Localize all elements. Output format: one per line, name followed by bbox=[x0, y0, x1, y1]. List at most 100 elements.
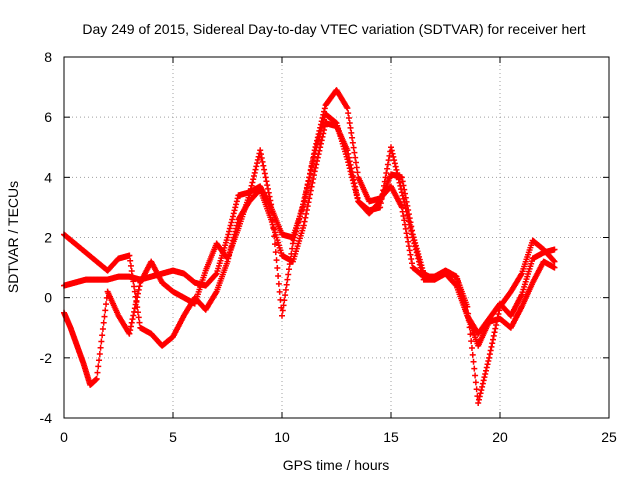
data-point bbox=[351, 183, 358, 190]
data-point bbox=[415, 255, 422, 262]
data-point bbox=[393, 166, 400, 173]
data-point bbox=[302, 191, 309, 198]
x-tick-label: 20 bbox=[492, 429, 508, 445]
data-point bbox=[490, 332, 497, 339]
data-point bbox=[306, 174, 313, 181]
data-point bbox=[317, 130, 324, 137]
data-point bbox=[136, 319, 143, 326]
data-point bbox=[345, 115, 352, 122]
data-point bbox=[250, 176, 257, 183]
data-point bbox=[405, 243, 412, 250]
data-point bbox=[281, 297, 288, 304]
y-tick-label: 8 bbox=[44, 49, 52, 65]
data-point bbox=[312, 147, 319, 154]
data-point bbox=[317, 140, 324, 147]
data-point bbox=[229, 213, 236, 220]
data-point bbox=[473, 386, 480, 393]
data-point bbox=[126, 330, 133, 337]
x-axis-label: GPS time / hours bbox=[283, 457, 390, 473]
data-point bbox=[483, 364, 490, 371]
data-point bbox=[260, 162, 267, 169]
data-point bbox=[403, 230, 410, 237]
data-point bbox=[132, 301, 139, 308]
data-point bbox=[268, 209, 275, 216]
data-point bbox=[232, 204, 239, 211]
x-tick-label: 25 bbox=[601, 429, 617, 445]
data-point bbox=[394, 170, 401, 177]
data-point bbox=[128, 268, 135, 275]
data-point bbox=[93, 375, 100, 382]
data-point bbox=[386, 152, 393, 159]
data-point bbox=[127, 262, 134, 269]
data-point bbox=[414, 252, 421, 259]
data-point bbox=[486, 351, 493, 358]
data-point bbox=[391, 157, 398, 164]
data-point bbox=[303, 184, 310, 191]
data-point bbox=[315, 136, 322, 143]
y-tick-label: 0 bbox=[44, 290, 52, 306]
data-point bbox=[298, 207, 305, 214]
data-point bbox=[310, 176, 317, 183]
data-point bbox=[275, 272, 282, 279]
data-point bbox=[304, 203, 311, 210]
data-point bbox=[468, 344, 475, 351]
data-point bbox=[482, 367, 489, 374]
data-point bbox=[283, 281, 290, 288]
data-point bbox=[397, 182, 404, 189]
data-point bbox=[481, 374, 488, 381]
data-point bbox=[96, 350, 103, 357]
data-point bbox=[402, 202, 409, 209]
data-point bbox=[316, 133, 323, 140]
data-point bbox=[286, 261, 293, 268]
data-point bbox=[493, 321, 500, 328]
data-point bbox=[286, 266, 293, 273]
data-point bbox=[380, 182, 387, 189]
data-point bbox=[489, 336, 496, 343]
data-point bbox=[136, 283, 143, 290]
data-point bbox=[403, 208, 410, 215]
data-point bbox=[476, 393, 483, 400]
data-point bbox=[308, 164, 315, 171]
data-point bbox=[352, 189, 359, 196]
data-point bbox=[347, 124, 354, 131]
data-point bbox=[320, 119, 327, 126]
data-point bbox=[233, 198, 240, 205]
data-point bbox=[267, 197, 274, 204]
data-point bbox=[406, 247, 413, 254]
data-point bbox=[354, 195, 361, 202]
data-point bbox=[127, 327, 134, 334]
data-point bbox=[398, 186, 405, 193]
data-point bbox=[401, 199, 408, 206]
data-point bbox=[263, 178, 270, 185]
data-point bbox=[303, 210, 310, 217]
y-axis-label: SDTVAR / TECUs bbox=[5, 181, 21, 293]
data-point bbox=[296, 216, 303, 223]
data-point bbox=[315, 151, 322, 158]
data-point bbox=[261, 166, 268, 173]
data-point bbox=[379, 191, 386, 198]
data-point bbox=[275, 280, 282, 287]
data-point bbox=[409, 231, 416, 238]
data-point bbox=[472, 372, 479, 379]
data-point bbox=[404, 211, 411, 218]
data-point bbox=[134, 294, 141, 301]
data-point bbox=[405, 215, 412, 222]
data-point bbox=[398, 204, 405, 211]
data-point bbox=[380, 187, 387, 194]
data-point bbox=[488, 343, 495, 350]
y-tick-label: -2 bbox=[40, 350, 53, 366]
data-point bbox=[348, 129, 355, 136]
data-point bbox=[271, 241, 278, 248]
data-point bbox=[478, 387, 485, 394]
data-point bbox=[287, 255, 294, 262]
data-point bbox=[127, 323, 134, 330]
data-point bbox=[384, 161, 391, 168]
data-point bbox=[264, 185, 271, 192]
data-point bbox=[280, 302, 287, 309]
data-point bbox=[293, 228, 300, 235]
x-tick-label: 5 bbox=[169, 429, 177, 445]
data-point bbox=[382, 174, 389, 181]
data-point bbox=[264, 182, 271, 189]
data-point bbox=[279, 307, 286, 314]
data-point bbox=[268, 201, 275, 208]
